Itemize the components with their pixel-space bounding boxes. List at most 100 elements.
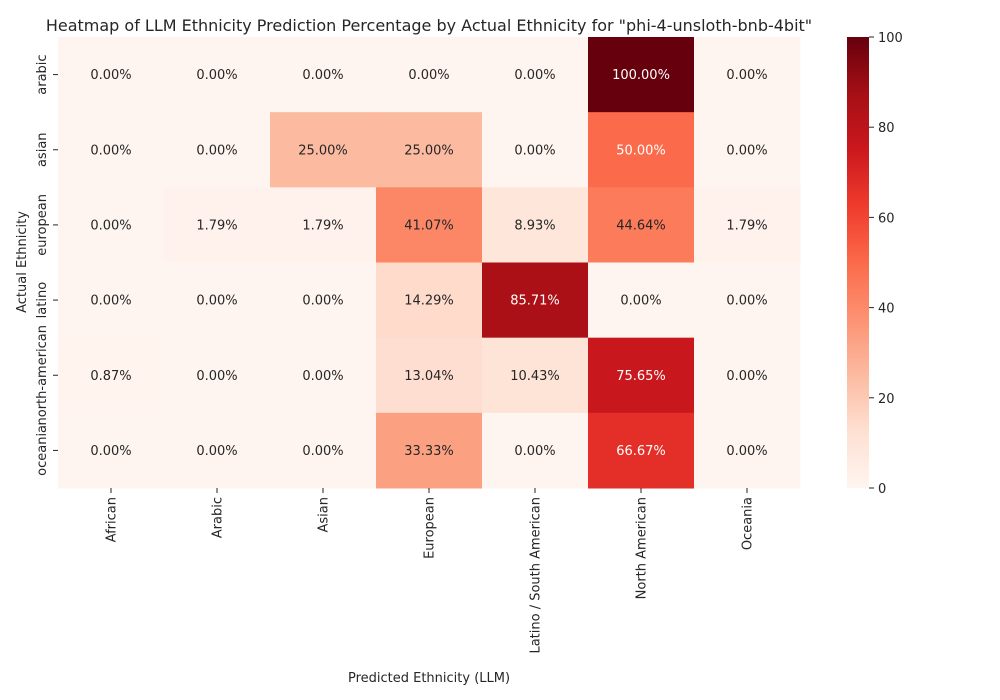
x-axis: African Arabic Asian European Latino / South…	[105, 488, 756, 654]
cell-value-label: 75.65%	[616, 369, 666, 384]
heatmap-cell	[376, 187, 483, 263]
heatmap-cell	[376, 337, 483, 414]
chart-title: Heatmap of LLM Ethnicity Prediction Perc…	[46, 16, 812, 35]
heatmap-cell	[694, 412, 801, 489]
y-tick-label: north-american	[35, 325, 50, 426]
heatmap-cell	[270, 112, 377, 188]
heatmap-cell	[270, 37, 377, 113]
cell-value-label: 0.00%	[726, 143, 767, 158]
y-tick-label: asian	[35, 132, 50, 167]
heatmap-cell	[58, 337, 165, 414]
heatmap-cell	[482, 37, 589, 113]
cell-value-label: 50.00%	[616, 143, 666, 158]
colorbar-tick-label: 100	[878, 31, 903, 46]
x-tick-label: North American	[635, 497, 650, 599]
heatmap-cell	[482, 262, 589, 339]
heatmap-cell	[58, 412, 165, 489]
heatmap-cell	[164, 187, 271, 263]
heatmap-cell	[588, 412, 695, 489]
heatmap-cell	[58, 187, 165, 263]
heatmap-cell	[694, 112, 801, 188]
heatmap-cell	[588, 337, 695, 414]
heatmap-cell	[58, 37, 165, 113]
colorbar-tick-label: 0	[878, 482, 886, 497]
heatmap-cell	[376, 262, 483, 339]
x-tick-label: Asian	[317, 497, 332, 532]
cell-value-label: 0.00%	[90, 68, 131, 83]
cell-value-label: 0.00%	[196, 369, 237, 384]
cell-value-label: 25.00%	[404, 143, 454, 158]
heatmap-cell	[164, 412, 271, 489]
cell-value-label: 0.00%	[620, 294, 661, 309]
heatmap-cell	[588, 37, 695, 113]
x-tick-label: Oceania	[741, 497, 756, 550]
heatmap-cell	[270, 412, 377, 489]
cell-value-label: 33.33%	[404, 444, 454, 459]
heatmap-cell	[588, 187, 695, 263]
heatmap-cell	[58, 262, 165, 339]
cell-value-label: 41.07%	[404, 218, 454, 233]
cell-value-label: 85.71%	[510, 294, 560, 309]
x-tick-label: Arabic	[211, 497, 226, 538]
cell-value-label: 100.00%	[612, 68, 670, 83]
cell-value-label: 1.79%	[302, 218, 343, 233]
cell-value-label: 1.79%	[726, 218, 767, 233]
y-tick-label: european	[35, 194, 50, 256]
colorbar-tick-label: 60	[878, 211, 895, 226]
heatmap-cell	[58, 112, 165, 188]
heatmap-cell	[694, 337, 801, 414]
heatmap-cell	[270, 337, 377, 414]
cell-value-label: 10.43%	[510, 369, 560, 384]
cell-value-label: 66.67%	[616, 444, 666, 459]
heatmap-cell	[694, 262, 801, 339]
cell-value-label: 0.00%	[514, 143, 555, 158]
x-tick-label: African	[105, 497, 120, 542]
heatmap-cell	[694, 37, 801, 113]
cell-value-label: 0.00%	[514, 68, 555, 83]
heatmap-cell	[482, 112, 589, 188]
cell-value-label: 0.00%	[302, 369, 343, 384]
cell-value-label: 8.93%	[514, 218, 555, 233]
cell-value-label: 0.00%	[90, 444, 131, 459]
heatmap-cell	[482, 337, 589, 414]
heatmap-cells	[58, 37, 801, 489]
cell-value-label: 0.00%	[196, 143, 237, 158]
y-tick-label: oceania	[35, 425, 50, 476]
heatmap-cell	[270, 187, 377, 263]
heatmap-cell	[164, 112, 271, 188]
cell-value-label: 0.00%	[90, 143, 131, 158]
cell-value-label: 0.00%	[196, 444, 237, 459]
cell-value-label: 0.00%	[302, 68, 343, 83]
cell-value-label: 0.00%	[726, 68, 767, 83]
cell-value-label: 0.00%	[514, 444, 555, 459]
cell-value-label: 0.00%	[90, 218, 131, 233]
cell-value-label: 44.64%	[616, 218, 666, 233]
cell-value-label: 0.00%	[726, 369, 767, 384]
heatmap-cell	[482, 412, 589, 489]
heatmap-cell	[588, 112, 695, 188]
heatmap-cell	[588, 262, 695, 339]
y-tick-label: arabic	[35, 54, 50, 94]
heatmap-cell	[376, 37, 483, 113]
cell-value-label: 1.79%	[196, 218, 237, 233]
cell-value-label: 0.00%	[196, 68, 237, 83]
cell-value-label: 0.00%	[726, 444, 767, 459]
heatmap-cell	[694, 187, 801, 263]
cell-value-label: 0.00%	[408, 68, 449, 83]
cell-value-label: 14.29%	[404, 294, 454, 309]
colorbar-gradient	[847, 37, 869, 488]
heatmap-cell-labels: 0.00% 0.00% 0.00% 0.00% 0.00% 100.00% 0.00% 0.0…	[90, 68, 767, 459]
heatmap-cell	[376, 112, 483, 188]
colorbar: 0 20 40 60 80 100	[847, 31, 903, 497]
cell-value-label: 0.00%	[196, 294, 237, 309]
heatmap-cell	[164, 262, 271, 339]
cell-value-label: 0.00%	[726, 294, 767, 309]
x-tick-label: Latino / South American	[529, 497, 544, 654]
cell-value-label: 0.00%	[302, 294, 343, 309]
heatmap-cell	[164, 337, 271, 414]
y-axis: arabic asian european latino north-americano…	[35, 54, 58, 476]
cell-value-label: 25.00%	[298, 143, 348, 158]
cell-value-label: 13.04%	[404, 369, 454, 384]
y-axis-label: Actual Ethnicity	[15, 211, 30, 313]
